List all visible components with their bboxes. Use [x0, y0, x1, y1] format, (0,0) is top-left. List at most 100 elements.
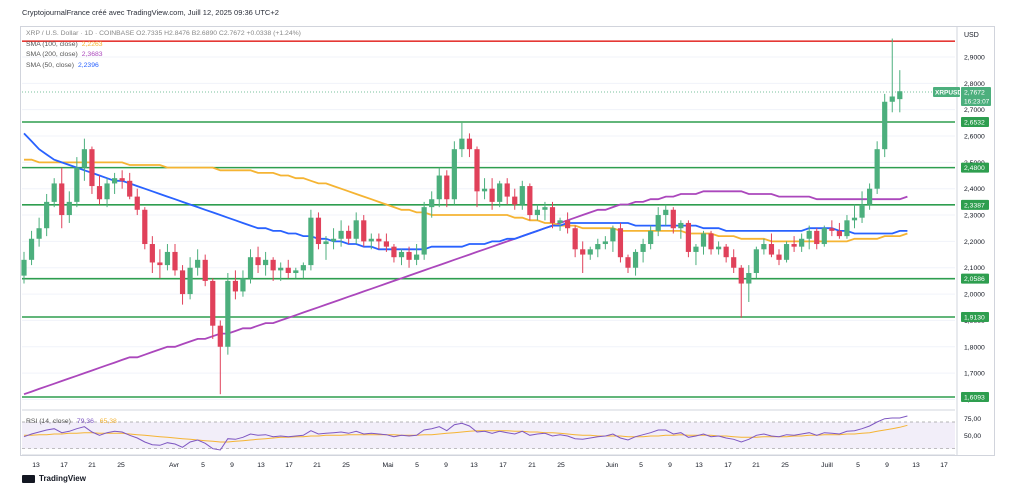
candle[interactable] [179, 265, 186, 305]
candle[interactable] [36, 217, 42, 247]
candle[interactable] [81, 138, 87, 181]
candle[interactable] [195, 249, 201, 276]
level-price-tag[interactable] [961, 392, 989, 403]
candle[interactable] [383, 233, 389, 252]
level-price-tag[interactable] [961, 162, 989, 173]
candle[interactable] [693, 244, 699, 266]
candle[interactable] [119, 170, 125, 189]
candle[interactable] [519, 180, 525, 210]
sma200-line[interactable] [23, 190, 908, 396]
candle[interactable] [549, 201, 556, 229]
candle[interactable] [323, 236, 329, 260]
candle[interactable] [149, 236, 155, 274]
candle[interactable] [285, 259, 291, 279]
candle[interactable] [859, 191, 865, 223]
candle[interactable] [648, 225, 654, 250]
sma50-line[interactable] [23, 132, 908, 251]
candle[interactable] [731, 249, 737, 274]
candle[interactable] [451, 141, 457, 205]
candle[interactable] [255, 246, 261, 274]
candle[interactable] [172, 244, 178, 276]
candle[interactable] [157, 249, 163, 279]
candle[interactable] [142, 207, 148, 250]
candle[interactable] [632, 249, 639, 276]
candle[interactable] [678, 220, 684, 239]
level-price-tag[interactable] [961, 273, 989, 284]
candle[interactable] [346, 225, 352, 245]
candle[interactable] [270, 257, 276, 281]
candle[interactable] [225, 273, 231, 355]
candle[interactable] [481, 178, 488, 200]
candle[interactable] [685, 220, 691, 258]
candle[interactable] [700, 230, 707, 255]
candle[interactable] [821, 225, 827, 247]
tradingview-logo[interactable]: TradingView [22, 474, 86, 483]
level-price-tag[interactable] [961, 312, 989, 323]
candle[interactable] [889, 38, 895, 113]
candle[interactable] [51, 178, 57, 208]
candle[interactable] [836, 222, 842, 239]
candle[interactable] [625, 254, 631, 274]
candle[interactable] [338, 220, 344, 247]
candle[interactable] [708, 230, 714, 255]
symbol-tag[interactable] [933, 86, 960, 97]
candle[interactable] [663, 204, 669, 226]
candle[interactable] [776, 249, 782, 266]
level-price-tag[interactable] [961, 199, 989, 210]
candle[interactable] [814, 228, 820, 250]
candle[interactable] [610, 225, 616, 252]
candle[interactable] [263, 251, 269, 276]
candle[interactable] [640, 238, 646, 263]
candle[interactable] [96, 175, 103, 205]
candle[interactable] [723, 244, 729, 263]
candle[interactable] [829, 220, 835, 237]
candle[interactable] [21, 251, 27, 284]
candle[interactable] [391, 244, 397, 263]
candle[interactable] [293, 267, 299, 279]
candle[interactable] [436, 167, 442, 208]
candle[interactable] [595, 238, 601, 258]
candle[interactable] [557, 217, 563, 231]
candle[interactable] [187, 257, 193, 300]
candle[interactable] [330, 228, 337, 250]
rsi-ma-line[interactable] [24, 424, 908, 443]
candle[interactable] [746, 265, 752, 302]
candle[interactable] [527, 183, 533, 221]
candle[interactable] [210, 278, 216, 339]
candle[interactable] [368, 233, 374, 250]
candle[interactable] [127, 172, 133, 200]
candle[interactable] [353, 212, 359, 245]
candle[interactable] [489, 178, 495, 210]
candle[interactable] [587, 246, 593, 260]
candle[interactable] [59, 167, 65, 229]
candle[interactable] [874, 141, 880, 194]
candle[interactable] [791, 236, 797, 252]
candle[interactable] [844, 215, 850, 239]
candle[interactable] [232, 270, 238, 300]
candle[interactable] [783, 241, 790, 263]
candle[interactable] [670, 207, 676, 234]
candle[interactable] [655, 207, 661, 237]
candle[interactable] [580, 241, 586, 274]
candle[interactable] [565, 212, 571, 234]
candle[interactable] [497, 180, 503, 208]
legend-sma200[interactable]: SMA (200, close) 2,3683 [26, 50, 301, 61]
candle[interactable] [300, 262, 306, 279]
rsi-line[interactable] [23, 415, 908, 451]
candle[interactable] [851, 204, 858, 229]
candle[interactable] [738, 265, 744, 318]
candle[interactable] [459, 122, 465, 158]
candle[interactable] [799, 233, 805, 252]
candle[interactable] [202, 254, 208, 287]
candle[interactable] [617, 222, 624, 263]
candle[interactable] [406, 246, 412, 268]
candle[interactable] [444, 170, 450, 208]
rsi-legend[interactable]: RSI (14, close) 79,36 65,38 [26, 417, 117, 428]
candle[interactable] [466, 133, 473, 158]
candle[interactable] [361, 215, 367, 247]
candle[interactable] [308, 209, 314, 271]
candle[interactable] [602, 236, 608, 250]
candle[interactable] [753, 246, 759, 279]
legend-sma50[interactable]: SMA (50, close) 2,2396 [26, 61, 301, 72]
last-price-tag[interactable] [961, 86, 991, 106]
